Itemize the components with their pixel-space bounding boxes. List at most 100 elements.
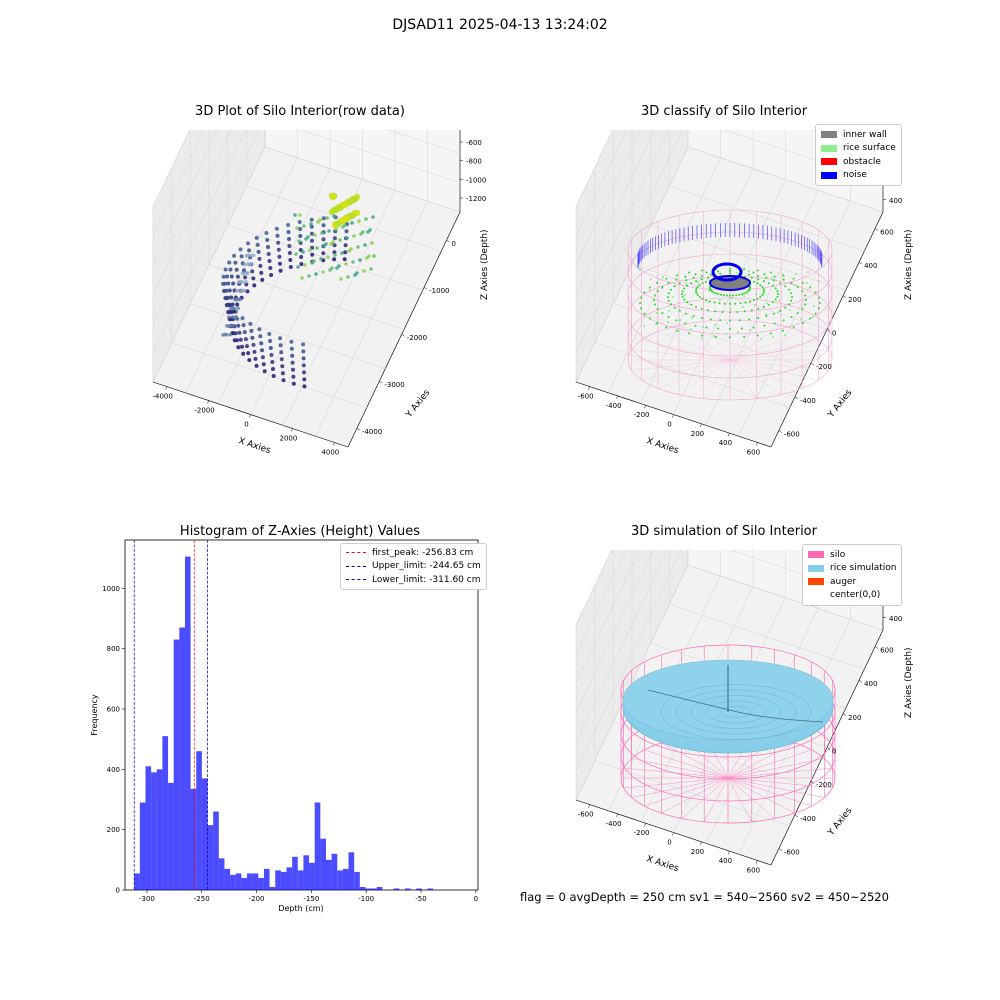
wall-point bbox=[278, 261, 282, 266]
histogram-bar bbox=[190, 788, 197, 890]
x-tick-label: 0 bbox=[667, 421, 671, 429]
wall-point bbox=[309, 231, 314, 236]
legend-label: Upper_limit: -244.65 cm bbox=[372, 561, 481, 572]
wall-point bbox=[250, 269, 255, 274]
rice-surface-point bbox=[804, 303, 807, 306]
wall-point bbox=[252, 283, 257, 288]
rice-surface-point bbox=[694, 324, 697, 327]
x-tick bbox=[756, 860, 758, 864]
x-tick-label: -200 bbox=[249, 895, 265, 903]
wall-point bbox=[232, 253, 237, 258]
histogram-bar bbox=[269, 886, 276, 890]
rice-surface-point bbox=[676, 274, 679, 277]
grid-line bbox=[575, 130, 641, 266]
surface-point bbox=[358, 258, 362, 262]
wall-point bbox=[268, 339, 273, 343]
wall-point bbox=[266, 252, 271, 256]
wall-point bbox=[223, 267, 228, 272]
x-tick-label: -600 bbox=[578, 811, 594, 819]
wall-point bbox=[297, 220, 302, 224]
silo-spoke bbox=[631, 359, 731, 371]
rice-contour bbox=[690, 695, 782, 729]
rice-surface-point bbox=[772, 279, 775, 282]
histogram-bar bbox=[218, 858, 225, 890]
rice-surface-point bbox=[801, 307, 803, 309]
wall-point bbox=[252, 349, 257, 354]
surface-point bbox=[303, 263, 307, 267]
histogram-bar bbox=[371, 888, 377, 890]
wall-point bbox=[301, 363, 306, 368]
rice-surface-point bbox=[777, 311, 779, 313]
surface-point bbox=[371, 215, 375, 219]
x-tick-label: 0 bbox=[667, 839, 671, 847]
rice-surface-point bbox=[756, 334, 759, 337]
surface-point bbox=[325, 216, 329, 220]
x-tick-label: -50 bbox=[415, 895, 426, 903]
rice-surface-point bbox=[705, 280, 707, 283]
y-tick bbox=[794, 814, 799, 818]
rice-surface-point bbox=[705, 326, 708, 329]
rice-surface-point bbox=[705, 299, 707, 302]
rice-surface-point bbox=[661, 287, 663, 289]
rice-surface-point bbox=[767, 303, 770, 306]
silo-spoke bbox=[644, 749, 729, 779]
histogram-bar bbox=[184, 556, 191, 890]
silo-spoke bbox=[631, 349, 731, 361]
classify-y-axis-label: Y Axies bbox=[826, 388, 855, 421]
wall-point bbox=[259, 341, 264, 346]
wall-point bbox=[279, 350, 284, 355]
rice-surface-point bbox=[729, 272, 731, 275]
rice-surface-point bbox=[763, 273, 766, 276]
wall-point bbox=[291, 381, 296, 386]
rice-surface-point bbox=[698, 284, 701, 287]
legend-swatch bbox=[821, 144, 837, 152]
rice-surface-point bbox=[772, 336, 774, 338]
rice-surface-point bbox=[756, 282, 759, 285]
wall-point bbox=[234, 267, 239, 272]
grid-line bbox=[705, 550, 819, 844]
wall-point bbox=[225, 324, 229, 328]
rice-surface-point bbox=[743, 310, 746, 313]
rice-surface-point bbox=[679, 319, 681, 321]
wall-point bbox=[243, 275, 248, 280]
wall-point bbox=[302, 384, 307, 389]
rice-contour bbox=[720, 706, 752, 718]
rice-surface-point bbox=[696, 294, 699, 296]
grid-line bbox=[705, 130, 819, 426]
grid-line bbox=[575, 130, 628, 237]
raw-plot-title: 3D Plot of Silo Interior(row data) bbox=[195, 104, 405, 119]
rice-surface-point bbox=[670, 288, 672, 291]
legend-item-obstacle: obstacle bbox=[821, 155, 896, 169]
y-tick bbox=[842, 713, 847, 717]
rice-surface-point bbox=[656, 281, 659, 284]
histogram-bar bbox=[354, 871, 360, 890]
rice-surface-point bbox=[665, 326, 668, 329]
silo-spoke bbox=[729, 321, 757, 361]
rice-surface-point bbox=[792, 277, 795, 280]
wall-point bbox=[298, 227, 302, 231]
histogram-bar bbox=[292, 856, 298, 890]
y-tick bbox=[379, 380, 383, 384]
silo-spoke bbox=[729, 349, 829, 361]
rice-surface-point bbox=[788, 288, 790, 291]
wall-point bbox=[248, 321, 253, 326]
x-tick-label: -400 bbox=[606, 820, 622, 828]
histogram-bar bbox=[134, 873, 140, 890]
x-tick-label: 600 bbox=[747, 448, 760, 456]
silo-spoke bbox=[631, 777, 729, 798]
legend-item-rice-surface: rice surface bbox=[821, 142, 896, 156]
rice-surface-point bbox=[719, 293, 722, 296]
rice-surface-point bbox=[690, 303, 693, 306]
rice-surface-point bbox=[784, 285, 787, 288]
silo-spoke bbox=[727, 777, 833, 789]
rice-surface-point bbox=[807, 271, 809, 273]
x-tick-label: 0 bbox=[474, 895, 478, 903]
histogram-bar bbox=[139, 802, 146, 890]
wall-point bbox=[230, 315, 235, 319]
rice-surface-point bbox=[762, 280, 765, 283]
rice-surface-point bbox=[694, 273, 697, 276]
surface-point bbox=[352, 234, 356, 238]
wall-point bbox=[239, 254, 244, 259]
rice-surface-point bbox=[709, 318, 712, 321]
x-tick bbox=[291, 428, 293, 432]
